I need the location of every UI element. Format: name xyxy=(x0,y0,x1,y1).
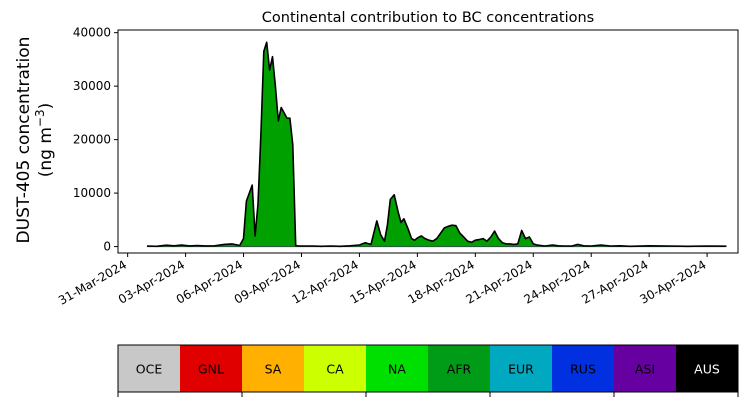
legend-label-sa: SA xyxy=(265,362,282,377)
y-axis-label-line1: DUST-405 concentration xyxy=(14,37,34,244)
legend-label-ca: CA xyxy=(326,362,344,377)
y-axis-label-line2: (ng m−3) xyxy=(33,103,56,178)
legend-swatch-oce xyxy=(118,345,181,392)
y-tick-label: 30000 xyxy=(73,79,111,93)
series-area xyxy=(146,42,727,247)
legend-swatch-na xyxy=(366,345,429,392)
legend-label-gnl: GNL xyxy=(198,362,224,377)
legend-frame xyxy=(117,344,739,393)
legend-swatch-ca xyxy=(304,345,367,392)
y-axis-label: DUST-405 concentration (ng m−3) xyxy=(14,37,56,244)
y-tick-label: 10000 xyxy=(73,186,111,200)
legend-label-rus: RUS xyxy=(570,362,596,377)
legend-swatch-sa xyxy=(242,345,305,392)
legend-swatch-aus xyxy=(676,345,739,392)
legend-label-afr: AFR xyxy=(447,362,472,377)
series-total-line xyxy=(146,41,727,248)
y-tick-label: 0 xyxy=(103,240,111,254)
legend-label-eur: EUR xyxy=(508,362,534,377)
x-tick-label: 30-Apr-2024 xyxy=(637,257,708,306)
legend-label-oce: OCE xyxy=(136,362,163,377)
legend-swatch-eur xyxy=(490,345,553,392)
legend-label-aus: AUS xyxy=(694,362,720,377)
legend-swatch-afr xyxy=(428,345,491,392)
x-axis: 31-Mar-202403-Apr-202406-Apr-202409-Apr-… xyxy=(56,253,709,308)
legend-swatch-rus xyxy=(552,345,615,392)
legend-swatch-gnl xyxy=(180,345,243,392)
legend-label-na: NA xyxy=(388,362,406,377)
legend: OCE GNL SA CA NA AFR EUR RUS ASI AUS xyxy=(117,344,739,397)
legend-swatch-asi xyxy=(614,345,677,392)
plot-area xyxy=(117,29,739,254)
y-tick-label: 20000 xyxy=(73,133,111,147)
y-axis: 0 10000 20000 30000 40000 xyxy=(73,26,118,254)
chart-title: Continental contribution to BC concentra… xyxy=(262,10,594,26)
y-tick-label: 40000 xyxy=(73,26,111,40)
legend-label-asi: ASI xyxy=(635,362,655,377)
plot-frame xyxy=(117,29,739,254)
